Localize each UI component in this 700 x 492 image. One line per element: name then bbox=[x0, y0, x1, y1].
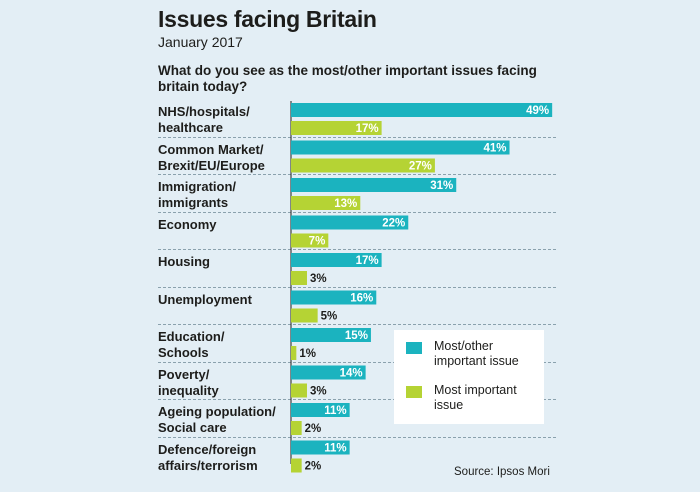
value-label-most-education-schools: 1% bbox=[299, 348, 316, 360]
value-label-most-other-poverty-inequality: 14% bbox=[340, 368, 363, 380]
row-separator bbox=[158, 174, 556, 175]
value-label-most-economy: 7% bbox=[309, 236, 326, 248]
row-separator bbox=[158, 436, 556, 438]
bar-most-unemployment bbox=[291, 308, 318, 323]
legend: Most/other important issue Most importan… bbox=[394, 330, 544, 424]
bar-most-other-immigration-immigrants bbox=[291, 178, 457, 192]
legend-label-most-other: Most/other important issue bbox=[434, 339, 519, 368]
legend-label-most: Most important issue bbox=[434, 383, 517, 412]
category-label-defence-foreign-affairs-terrorism: Defence/foreign affairs/terrorism bbox=[158, 441, 258, 473]
value-label-most-other-nhs-hospitals-healthcare: 49% bbox=[526, 105, 549, 117]
bar-most-ageing-population-social-care bbox=[291, 421, 302, 435]
category-label-common-market-brexit-eu-europe: Common Market/Brexit/EU/Europe bbox=[158, 141, 265, 173]
bar-most-other-poverty-inequality bbox=[291, 365, 366, 380]
category-label-education-schools: Education/Schools bbox=[158, 329, 225, 360]
bar-most-poverty-inequality bbox=[291, 383, 307, 398]
chart-subtitle: January 2017 bbox=[158, 34, 243, 50]
row-separator bbox=[158, 249, 556, 250]
bar-most-other-economy bbox=[291, 215, 409, 230]
value-label-most-nhs-hospitals-healthcare: 17% bbox=[356, 123, 379, 135]
bar-most-other-ageing-population-social-care bbox=[291, 403, 350, 417]
bar-most-other-education-schools bbox=[291, 328, 371, 342]
bar-most-immigration-immigrants bbox=[291, 196, 361, 210]
bar-most-other-nhs-hospitals-healthcare bbox=[291, 103, 553, 117]
value-label-most-other-housing: 17% bbox=[356, 255, 379, 267]
value-label-most-ageing-population-social-care: 2% bbox=[305, 423, 322, 435]
category-label-nhs-hospitals-healthcare: NHS/hospitals/healthcare bbox=[158, 104, 250, 135]
bar-most-defence-foreign-affairs-terrorism bbox=[291, 458, 302, 473]
row-separator bbox=[158, 399, 556, 400]
category-label-economy: Economy bbox=[158, 216, 217, 232]
category-label-poverty-inequality: Poverty/inequality bbox=[158, 366, 219, 398]
bar-most-economy bbox=[291, 233, 329, 248]
value-label-most-other-unemployment: 16% bbox=[350, 293, 373, 305]
chart-title: Issues facing Britain bbox=[158, 6, 377, 32]
bar-most-nhs-hospitals-healthcare bbox=[291, 121, 382, 135]
row-separator bbox=[158, 136, 556, 138]
value-label-most-housing: 3% bbox=[310, 273, 327, 285]
chart-question: What do you see as the most/other import… bbox=[158, 63, 537, 94]
value-label-most-other-defence-foreign-affairs-terrorism: 11% bbox=[324, 443, 346, 455]
row-separator bbox=[158, 361, 556, 363]
value-label-most-defence-foreign-affairs-terrorism: 2% bbox=[305, 461, 322, 473]
row-separator bbox=[158, 211, 556, 213]
value-label-most-other-immigration-immigrants: 31% bbox=[430, 180, 453, 192]
value-label-most-other-economy: 22% bbox=[382, 218, 405, 230]
bar-most-other-defence-foreign-affairs-terrorism bbox=[291, 440, 350, 455]
legend-swatch-most-other bbox=[406, 342, 422, 354]
bar-most-other-common-market-brexit-eu-europe bbox=[291, 140, 510, 155]
row-separator bbox=[158, 324, 556, 325]
bar-most-housing bbox=[291, 271, 307, 285]
category-label-ageing-population-social-care: Ageing population/Social care bbox=[158, 404, 276, 435]
value-label-most-other-ageing-population-social-care: 11% bbox=[324, 405, 346, 417]
value-label-most-common-market-brexit-eu-europe: 27% bbox=[409, 161, 432, 173]
bar-most-education-schools bbox=[291, 346, 297, 360]
legend-swatch-most bbox=[406, 386, 422, 398]
value-label-most-immigration-immigrants: 13% bbox=[334, 198, 357, 210]
category-label-immigration-immigrants: Immigration/immigrants bbox=[158, 179, 237, 210]
bar-most-common-market-brexit-eu-europe bbox=[291, 158, 435, 173]
value-label-most-other-common-market-brexit-eu-europe: 41% bbox=[483, 143, 506, 155]
value-label-most-poverty-inequality: 3% bbox=[310, 386, 327, 398]
chart-source: Source: Ipsos Mori bbox=[454, 466, 550, 478]
bar-most-other-housing bbox=[291, 253, 382, 267]
category-label-housing: Housing bbox=[158, 254, 210, 269]
row-separator bbox=[158, 286, 556, 288]
value-label-most-other-education-schools: 15% bbox=[345, 330, 368, 342]
category-label-unemployment: Unemployment bbox=[158, 291, 252, 307]
value-label-most-unemployment: 5% bbox=[321, 311, 338, 323]
bar-most-other-unemployment bbox=[291, 290, 377, 305]
